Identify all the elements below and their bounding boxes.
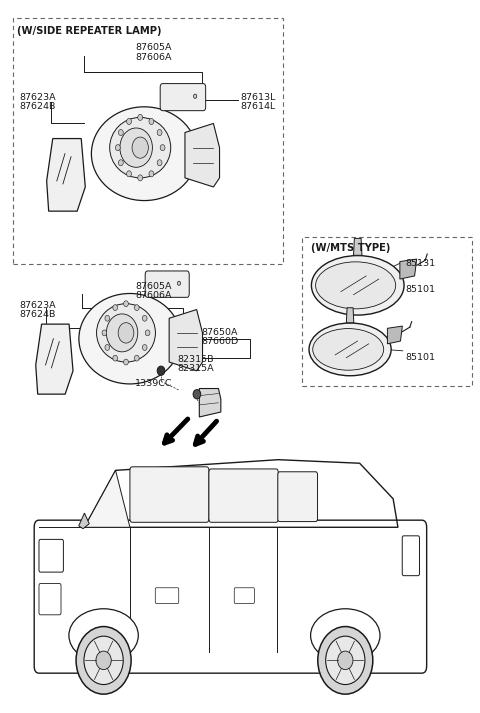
Ellipse shape bbox=[96, 651, 111, 670]
Ellipse shape bbox=[193, 94, 197, 98]
Ellipse shape bbox=[157, 160, 162, 166]
Ellipse shape bbox=[337, 651, 353, 670]
Ellipse shape bbox=[149, 171, 154, 177]
Ellipse shape bbox=[313, 329, 384, 370]
Ellipse shape bbox=[318, 627, 373, 694]
Ellipse shape bbox=[127, 118, 132, 125]
FancyBboxPatch shape bbox=[160, 83, 205, 111]
Text: (W/MTS TYPE): (W/MTS TYPE) bbox=[311, 242, 390, 252]
Text: 87605A: 87605A bbox=[135, 282, 172, 291]
Polygon shape bbox=[185, 123, 219, 187]
Ellipse shape bbox=[115, 145, 120, 150]
Ellipse shape bbox=[134, 355, 139, 361]
Polygon shape bbox=[47, 138, 85, 211]
Polygon shape bbox=[354, 238, 362, 255]
Text: 87624B: 87624B bbox=[19, 103, 55, 111]
Polygon shape bbox=[169, 309, 203, 371]
Text: 87614L: 87614L bbox=[240, 103, 275, 111]
Text: 87605A: 87605A bbox=[135, 43, 172, 52]
Text: 87624B: 87624B bbox=[19, 310, 55, 319]
Text: 82315A: 82315A bbox=[178, 364, 215, 374]
Ellipse shape bbox=[102, 330, 107, 336]
Ellipse shape bbox=[138, 114, 143, 120]
Ellipse shape bbox=[145, 330, 150, 336]
Ellipse shape bbox=[138, 175, 143, 181]
Text: 87623A: 87623A bbox=[19, 93, 56, 102]
Ellipse shape bbox=[105, 344, 109, 350]
Ellipse shape bbox=[325, 636, 365, 684]
Ellipse shape bbox=[118, 323, 134, 343]
FancyBboxPatch shape bbox=[130, 467, 209, 523]
Ellipse shape bbox=[160, 145, 165, 150]
Ellipse shape bbox=[113, 304, 118, 311]
Text: 87650A: 87650A bbox=[202, 328, 238, 337]
Ellipse shape bbox=[193, 389, 201, 399]
Ellipse shape bbox=[132, 137, 148, 158]
Ellipse shape bbox=[312, 255, 404, 315]
Bar bbox=[302, 237, 472, 386]
Text: 85101: 85101 bbox=[405, 285, 435, 294]
Ellipse shape bbox=[316, 262, 396, 309]
Ellipse shape bbox=[124, 301, 128, 307]
Ellipse shape bbox=[178, 281, 180, 285]
Ellipse shape bbox=[76, 627, 131, 694]
Text: 87606A: 87606A bbox=[135, 53, 172, 61]
Text: 87660D: 87660D bbox=[202, 337, 239, 347]
Text: 87606A: 87606A bbox=[135, 291, 172, 300]
Ellipse shape bbox=[113, 355, 118, 361]
Ellipse shape bbox=[119, 130, 123, 135]
Polygon shape bbox=[400, 259, 417, 279]
Ellipse shape bbox=[107, 314, 138, 352]
Ellipse shape bbox=[143, 315, 147, 321]
Text: 85131: 85131 bbox=[405, 259, 435, 268]
FancyBboxPatch shape bbox=[145, 271, 189, 297]
Ellipse shape bbox=[143, 344, 147, 350]
Ellipse shape bbox=[127, 171, 132, 177]
Polygon shape bbox=[387, 326, 402, 344]
Ellipse shape bbox=[309, 323, 391, 376]
Ellipse shape bbox=[69, 609, 138, 662]
Ellipse shape bbox=[157, 366, 165, 375]
Text: 87613L: 87613L bbox=[240, 93, 276, 102]
Ellipse shape bbox=[96, 304, 156, 362]
Polygon shape bbox=[79, 513, 89, 529]
Ellipse shape bbox=[134, 304, 139, 311]
Text: 1339CC: 1339CC bbox=[135, 379, 172, 389]
Ellipse shape bbox=[124, 359, 128, 365]
Ellipse shape bbox=[119, 160, 123, 166]
Ellipse shape bbox=[149, 118, 154, 125]
Ellipse shape bbox=[91, 107, 197, 200]
Text: 87623A: 87623A bbox=[19, 301, 56, 310]
Polygon shape bbox=[36, 324, 73, 394]
Ellipse shape bbox=[311, 609, 380, 662]
Ellipse shape bbox=[105, 315, 109, 321]
Ellipse shape bbox=[84, 636, 123, 684]
Ellipse shape bbox=[110, 118, 171, 178]
Ellipse shape bbox=[120, 128, 153, 168]
Ellipse shape bbox=[157, 130, 162, 135]
Text: (W/SIDE REPEATER LAMP): (W/SIDE REPEATER LAMP) bbox=[17, 26, 162, 36]
Polygon shape bbox=[84, 471, 130, 528]
Polygon shape bbox=[347, 308, 354, 323]
Bar bbox=[12, 19, 283, 264]
FancyBboxPatch shape bbox=[209, 469, 278, 523]
Polygon shape bbox=[199, 389, 221, 417]
FancyBboxPatch shape bbox=[278, 472, 318, 522]
Text: 85101: 85101 bbox=[405, 353, 435, 362]
Text: 82315B: 82315B bbox=[178, 355, 214, 364]
Ellipse shape bbox=[79, 294, 181, 384]
